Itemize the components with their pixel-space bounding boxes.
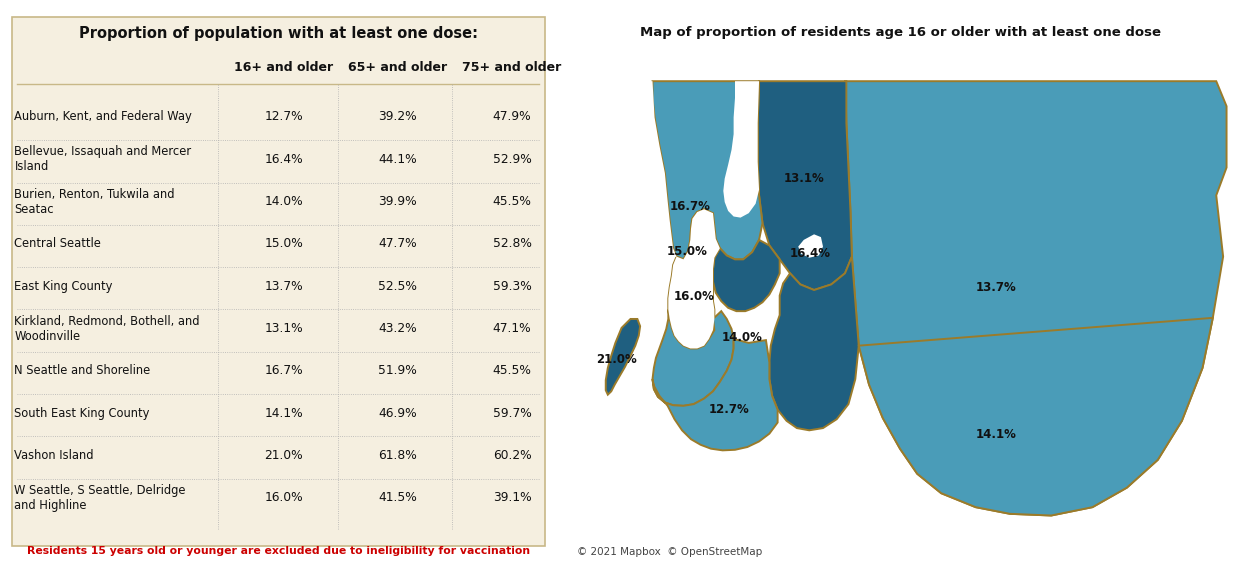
Polygon shape — [581, 81, 720, 480]
Text: 41.5%: 41.5% — [379, 491, 418, 504]
Text: 16.0%: 16.0% — [674, 290, 714, 303]
Text: 59.3%: 59.3% — [492, 280, 531, 293]
Text: Burien, Renton, Tukwila and
Seatac: Burien, Renton, Tukwila and Seatac — [15, 187, 175, 216]
Polygon shape — [652, 310, 734, 406]
Text: Vashon Island: Vashon Island — [15, 449, 94, 462]
Text: 47.7%: 47.7% — [379, 237, 418, 251]
Text: 15.0%: 15.0% — [264, 237, 302, 251]
Text: 12.7%: 12.7% — [264, 110, 302, 124]
Text: 45.5%: 45.5% — [492, 195, 531, 208]
Text: 14.0%: 14.0% — [721, 331, 762, 344]
Text: 39.2%: 39.2% — [379, 110, 418, 124]
Polygon shape — [652, 81, 762, 259]
Text: Proportion of population with at least one dose:: Proportion of population with at least o… — [79, 26, 478, 41]
Text: W Seattle, S Seattle, Delridge
and Highline: W Seattle, S Seattle, Delridge and Highl… — [15, 484, 186, 512]
Text: Kirkland, Redmond, Bothell, and
Woodinville: Kirkland, Redmond, Bothell, and Woodinvi… — [15, 314, 200, 343]
Text: 46.9%: 46.9% — [379, 407, 418, 420]
Text: Map of proportion of residents age 16 or older with at least one dose: Map of proportion of residents age 16 or… — [640, 26, 1160, 38]
Text: 14.1%: 14.1% — [976, 428, 1016, 441]
Text: 59.7%: 59.7% — [492, 407, 531, 420]
Text: 39.9%: 39.9% — [379, 195, 418, 208]
Text: 13.1%: 13.1% — [264, 322, 302, 335]
Polygon shape — [652, 339, 778, 450]
Text: Bellevue, Issaquah and Mercer
Island: Bellevue, Issaquah and Mercer Island — [15, 145, 191, 173]
Text: 13.1%: 13.1% — [784, 172, 824, 185]
Text: 21.0%: 21.0% — [264, 449, 302, 462]
Text: 45.5%: 45.5% — [492, 364, 531, 378]
Text: 47.9%: 47.9% — [492, 110, 531, 124]
Text: 47.1%: 47.1% — [492, 322, 531, 335]
Text: 60.2%: 60.2% — [492, 449, 531, 462]
FancyBboxPatch shape — [11, 17, 545, 546]
Polygon shape — [606, 319, 640, 394]
Text: 13.7%: 13.7% — [976, 281, 1016, 293]
Polygon shape — [845, 81, 1226, 516]
Polygon shape — [770, 256, 859, 430]
Text: 21.0%: 21.0% — [596, 353, 638, 366]
Text: South East King County: South East King County — [15, 407, 150, 420]
Text: 16.4%: 16.4% — [264, 153, 302, 166]
Text: 61.8%: 61.8% — [379, 449, 418, 462]
Text: Auburn, Kent, and Federal Way: Auburn, Kent, and Federal Way — [15, 110, 192, 124]
Polygon shape — [799, 234, 822, 258]
Text: 75+ and older: 75+ and older — [462, 61, 561, 74]
Text: 51.9%: 51.9% — [379, 364, 418, 378]
Text: © 2021 Mapbox  © OpenStreetMap: © 2021 Mapbox © OpenStreetMap — [578, 548, 762, 557]
Text: 14.0%: 14.0% — [264, 195, 302, 208]
Polygon shape — [758, 81, 853, 290]
Text: 13.7%: 13.7% — [264, 280, 302, 293]
Text: 52.8%: 52.8% — [492, 237, 531, 251]
Text: 52.9%: 52.9% — [492, 153, 531, 166]
Polygon shape — [669, 209, 720, 349]
Text: 12.7%: 12.7% — [709, 403, 750, 416]
Polygon shape — [712, 240, 780, 311]
Text: Central Seattle: Central Seattle — [15, 237, 101, 251]
Text: 15.0%: 15.0% — [666, 245, 707, 258]
Text: 44.1%: 44.1% — [379, 153, 418, 166]
Text: 52.5%: 52.5% — [379, 280, 418, 293]
Text: 39.1%: 39.1% — [492, 491, 531, 504]
Polygon shape — [859, 318, 1212, 516]
Text: Residents 15 years old or younger are excluded due to ineligibility for vaccinat: Residents 15 years old or younger are ex… — [26, 546, 530, 556]
Polygon shape — [724, 81, 759, 218]
Text: East King County: East King County — [15, 280, 112, 293]
Text: 16.0%: 16.0% — [264, 491, 302, 504]
Text: 16.7%: 16.7% — [670, 200, 711, 213]
Text: 14.1%: 14.1% — [264, 407, 302, 420]
Text: N Seattle and Shoreline: N Seattle and Shoreline — [15, 364, 151, 378]
Text: 43.2%: 43.2% — [379, 322, 418, 335]
Text: 16.4%: 16.4% — [790, 247, 831, 260]
Text: 16+ and older: 16+ and older — [234, 61, 332, 74]
Text: 65+ and older: 65+ and older — [349, 61, 448, 74]
Text: 16.7%: 16.7% — [264, 364, 302, 378]
